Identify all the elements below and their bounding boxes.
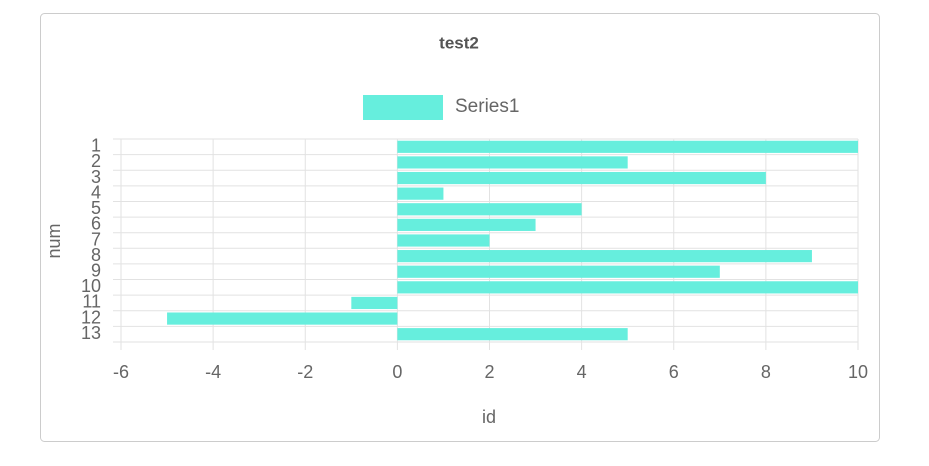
- y-tick-label: 3: [91, 167, 101, 187]
- y-tick-label: 10: [81, 276, 101, 296]
- bar: [397, 265, 720, 278]
- y-tick-label: 5: [91, 198, 101, 218]
- bar: [397, 156, 628, 169]
- bar: [397, 203, 582, 216]
- x-tick-label: 0: [392, 362, 402, 382]
- y-tick-label: 7: [91, 229, 101, 249]
- legend-label: Series1: [455, 96, 519, 117]
- y-tick-label: 8: [91, 245, 101, 265]
- x-tick-label: 10: [848, 362, 868, 382]
- y-tick-label: 11: [82, 292, 101, 312]
- bar: [397, 328, 628, 341]
- bar: [397, 187, 444, 200]
- bar: [167, 312, 398, 325]
- chart-title: test2: [439, 33, 479, 52]
- y-tick-label: 2: [91, 151, 101, 171]
- y-tick-label: 12: [81, 307, 101, 327]
- bar: [351, 296, 398, 310]
- x-tick-label: 8: [761, 362, 771, 382]
- x-tick-label: 6: [669, 362, 679, 382]
- bar: [397, 281, 858, 294]
- y-tick-label: 4: [91, 182, 101, 202]
- x-tick-label: 4: [577, 362, 587, 382]
- legend-swatch: [363, 95, 443, 120]
- bar: [397, 234, 490, 247]
- bar: [397, 218, 536, 231]
- bar: [397, 250, 812, 263]
- y-axis-label: num: [44, 223, 64, 258]
- bar: [397, 171, 766, 185]
- y-tick-label: 6: [91, 214, 101, 234]
- x-tick-label: -6: [113, 362, 129, 382]
- x-tick-label: -4: [205, 362, 221, 382]
- bar: [397, 140, 858, 153]
- y-tick-label: 13: [81, 323, 101, 343]
- y-tick-label: 1: [91, 136, 101, 156]
- y-tick-label: 9: [91, 260, 101, 280]
- x-tick-label: 2: [484, 362, 494, 382]
- x-axis-label: id: [482, 407, 496, 427]
- x-tick-label: -2: [297, 362, 313, 382]
